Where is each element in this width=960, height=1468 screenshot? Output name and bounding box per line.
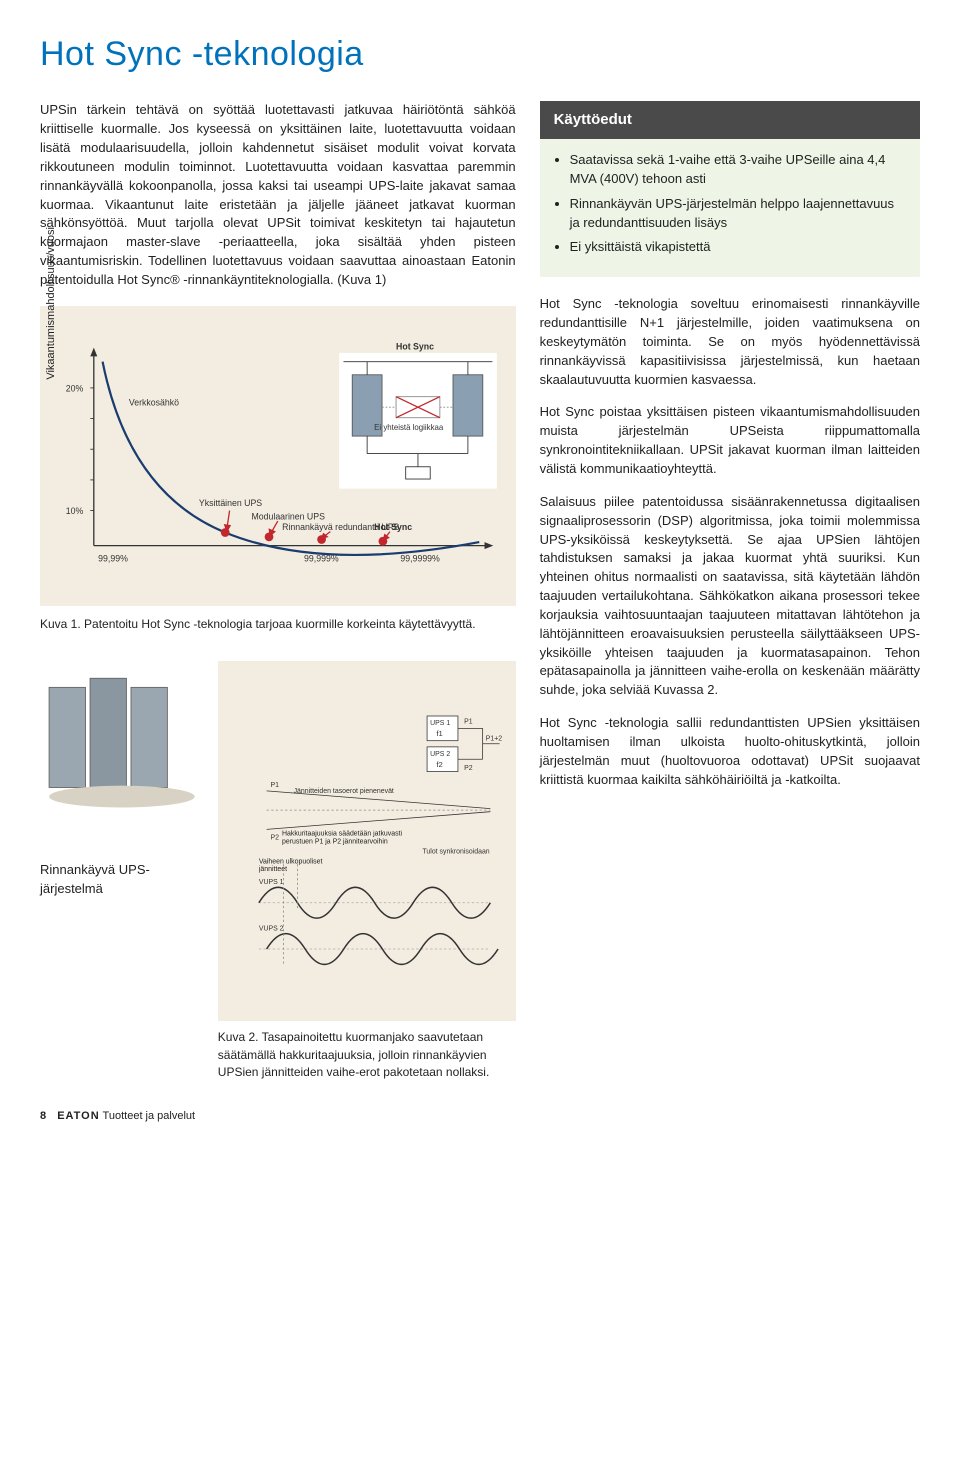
chart1-ylabel: Vikaantumismahdollisuus/vuosi <box>44 227 60 380</box>
right-para-1: Hot Sync poistaa yksittäisen pisteen vik… <box>540 403 920 478</box>
d2-vups2: VUPS 2 <box>259 926 284 933</box>
footer: 8 EATON Tuotteet ja palvelut <box>40 1109 920 1125</box>
diagram2: UPS 1 f1 UPS 2 f2 P1 P2 P1 <box>218 661 516 1021</box>
ups-system-illustration <box>40 651 204 815</box>
d2-f1: f1 <box>436 729 442 738</box>
footer-brand: EATON <box>57 1110 100 1122</box>
d2-p12: P1+2 <box>486 736 503 743</box>
d2-outphase: Vaiheen ulkopuoliset jännitteet <box>259 858 328 873</box>
right-para-0: Hot Sync -teknologia soveltuu erinomaise… <box>540 295 920 389</box>
benefit-item: Ei yksittäistä vikapistettä <box>570 238 902 257</box>
chart1-xtick-0: 99,99% <box>98 553 128 563</box>
chart1-inset-nologic: Ei yhteistä logiikkaa <box>374 423 444 432</box>
chart1-label-modular: Modulaarinen UPS <box>251 511 325 521</box>
chart1-label-hotsync: Hot Sync <box>374 522 412 532</box>
d2-ups2: UPS 2 <box>430 751 450 758</box>
diagram2-svg: UPS 1 f1 UPS 2 f2 P1 P2 P1 <box>228 671 506 1011</box>
footer-tail: Tuotteet ja palvelut <box>103 1110 196 1122</box>
chart1: Vikaantumismahdollisuus/vuosi 20% 10% <box>40 306 516 606</box>
chart1-label-single: Yksittäinen UPS <box>199 498 262 508</box>
d2-syncin: Tulot synkronisoidaan <box>422 848 489 855</box>
chart1-label-utility: Verkkosähkö <box>129 397 179 407</box>
d2-chopper: Hakkuritaajuuksia säädetään jatkuvasti p… <box>282 830 429 845</box>
ups-system-label: Rinnankäyvä UPS-järjestelmä <box>40 861 204 899</box>
chart1-xtick-2: 99,9999% <box>400 553 440 563</box>
chart1-inset-title: Hot Sync <box>396 341 434 351</box>
d2-vups1: VUPS 1 <box>259 879 284 886</box>
d2-ups1: UPS 1 <box>430 720 450 727</box>
diagram2-caption: Kuva 2. Tasapainoitettu kuormanjako saav… <box>218 1029 516 1081</box>
d2-p1b: P1 <box>270 782 279 789</box>
benefits-heading: Käyttöedut <box>540 101 920 139</box>
chart1-ytick-1: 10% <box>66 506 84 516</box>
chart1-ytick-0: 20% <box>66 383 84 393</box>
footer-page: 8 <box>40 1110 46 1122</box>
chart1-xtick-1: 99,999% <box>304 553 339 563</box>
benefits-box: Käyttöedut Saatavissa sekä 1-vaihe että … <box>540 101 920 277</box>
chart1-svg: 20% 10% Verkkosähkö Yksittä <box>50 320 506 596</box>
d2-p1: P1 <box>464 719 473 726</box>
benefit-item: Rinnankäyvän UPS-järjestelmän helppo laa… <box>570 195 902 233</box>
right-para-3: Hot Sync -teknologia sallii redundanttis… <box>540 714 920 789</box>
page-title: Hot Sync -teknologia <box>40 30 920 79</box>
benefit-item: Saatavissa sekä 1-vaihe että 3-vaihe UPS… <box>570 151 902 189</box>
intro-text: UPSin tärkein tehtävä on syöttää luotett… <box>40 101 516 289</box>
d2-p2b: P2 <box>270 835 279 842</box>
d2-f2: f2 <box>436 760 442 769</box>
right-para-2: Salaisuus piilee patentoidussa sisäänrak… <box>540 493 920 700</box>
d2-p2: P2 <box>464 765 473 772</box>
intro-paragraph: UPSin tärkein tehtävä on syöttää luotett… <box>40 101 516 289</box>
chart1-caption: Kuva 1. Patentoitu Hot Sync -teknologia … <box>40 616 516 633</box>
